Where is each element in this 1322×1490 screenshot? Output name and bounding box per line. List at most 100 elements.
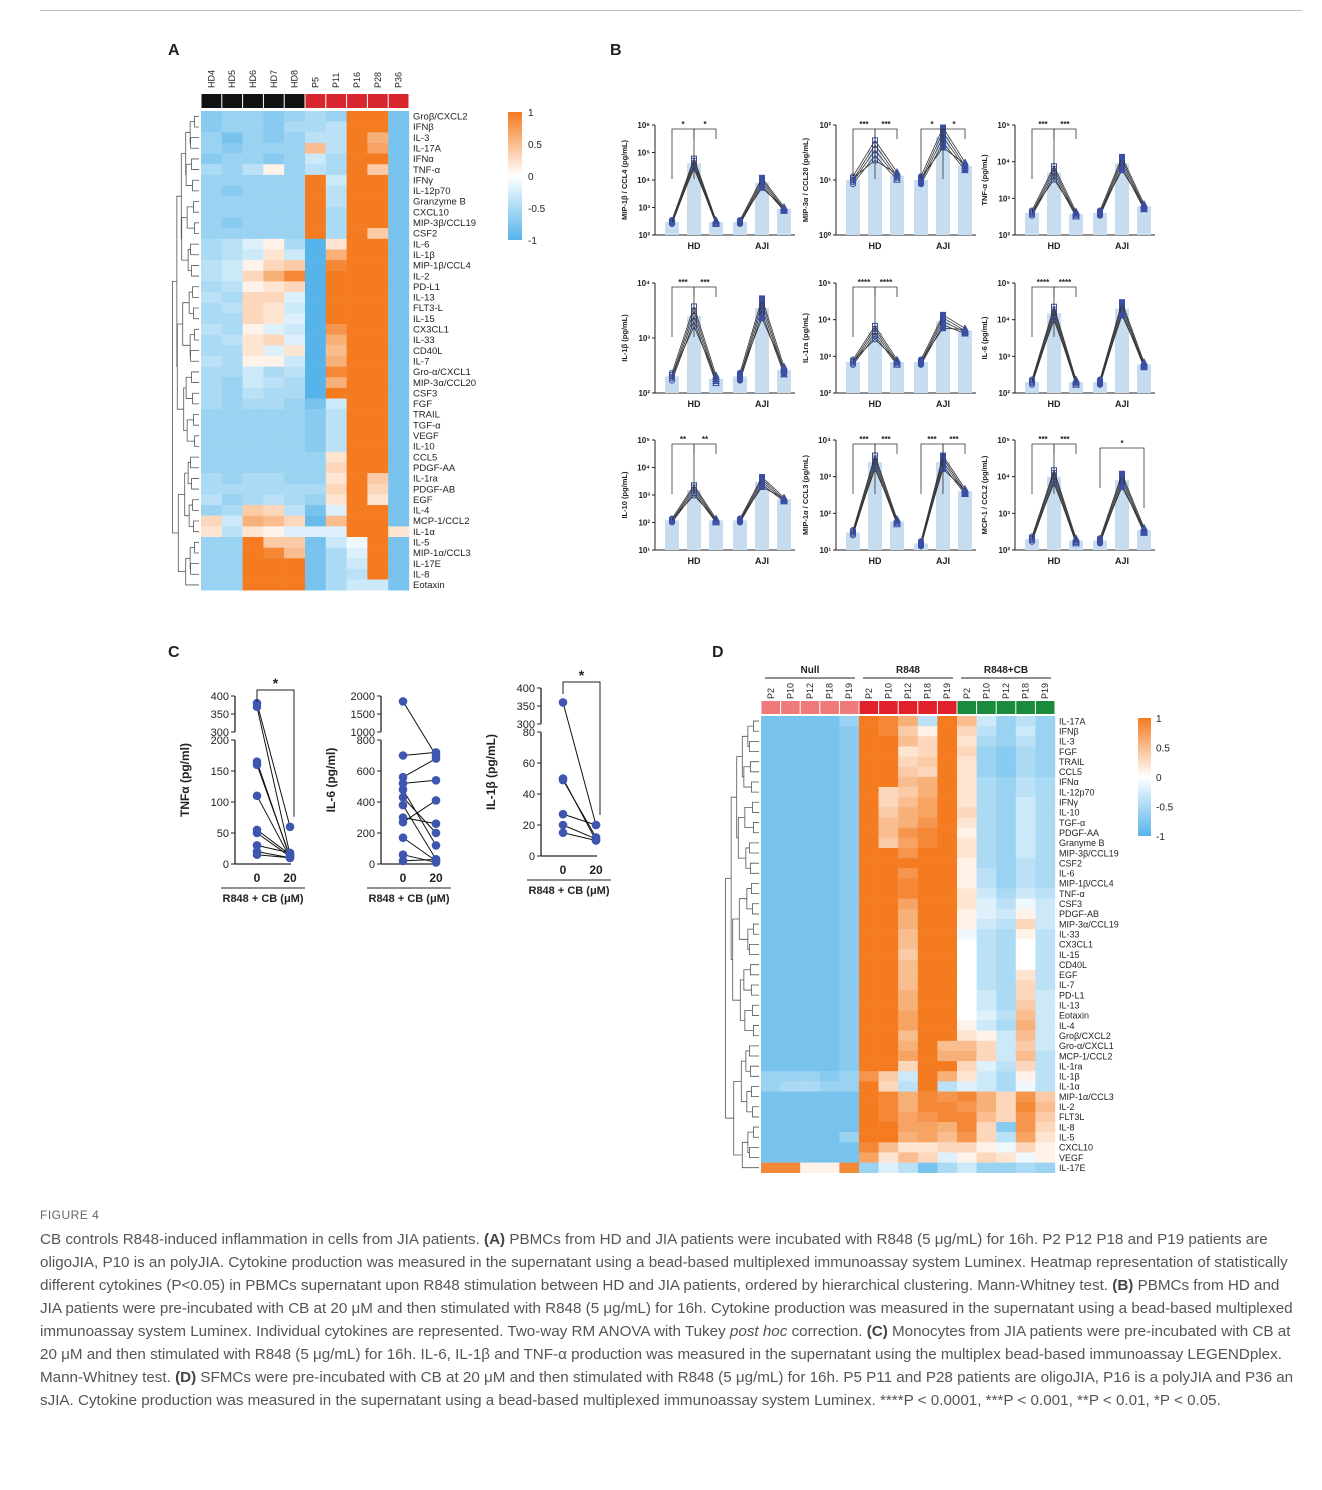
heatmap-a-cell xyxy=(388,355,410,367)
dendrogram-a-branch xyxy=(183,387,188,431)
heatmap-a-row-label: Eotaxin xyxy=(413,580,445,591)
heatmap-a-cell xyxy=(325,196,347,208)
heatmap-d-cell xyxy=(878,1030,899,1041)
plot-c-pair-line xyxy=(402,837,437,862)
plot-b-x-tick-label: AJI xyxy=(755,399,769,409)
heatmap-d-cell xyxy=(1035,939,1056,950)
heatmap-d-cell xyxy=(917,827,938,838)
plot-b-bar xyxy=(846,532,860,550)
dendrogram-a-branch xyxy=(186,419,195,442)
heatmap-d-cell xyxy=(839,736,860,747)
plot-c-pair-line xyxy=(256,703,291,827)
heatmap-a-cell xyxy=(242,121,264,133)
heatmap-a-cell xyxy=(242,270,264,282)
plot-b-bar xyxy=(1069,540,1083,550)
heatmap-d-cell xyxy=(819,837,840,849)
heatmap-d-cell xyxy=(917,736,938,747)
heatmap-d-legend-tick: -0.5 xyxy=(1156,803,1174,814)
heatmap-d-cell xyxy=(996,868,1016,879)
heatmap-a-cell xyxy=(367,270,389,282)
heatmap-d-cell xyxy=(996,1010,1016,1021)
heatmap-d-cell xyxy=(780,908,801,920)
plot-c-pair-line xyxy=(256,829,291,856)
plot-c-y-label: IL-1β (pg/mL) xyxy=(484,734,498,810)
heatmap-a-cell xyxy=(263,228,285,239)
plot-b-bar xyxy=(1137,530,1151,550)
heatmap-a-group-cell xyxy=(222,94,243,108)
heatmap-d-cell xyxy=(917,858,938,869)
plot-b-bar xyxy=(868,462,882,550)
heatmap-a-cell xyxy=(305,228,326,239)
heatmap-d-cell xyxy=(937,827,958,838)
heatmap-a-cell xyxy=(346,419,368,431)
heatmap-a-cell xyxy=(263,537,285,548)
heatmap-d-cell xyxy=(859,1040,879,1052)
plot-b-point xyxy=(1096,376,1104,383)
plot-b-y-tick-label: 10⁴ xyxy=(997,158,1010,167)
heatmap-d-cell xyxy=(780,1091,801,1102)
heatmap-a-cell xyxy=(201,174,222,186)
heatmap-d-cell xyxy=(996,1081,1016,1092)
plot-b-bar xyxy=(709,221,723,235)
plot-b-y-tick-label: 10³ xyxy=(638,334,650,343)
heatmap-d-cell xyxy=(800,1111,820,1123)
heatmap-a-row-label: IFNγ xyxy=(413,175,433,186)
heatmap-d-cell xyxy=(800,837,820,849)
plot-b-x-tick-label: HD xyxy=(1048,399,1061,409)
heatmap-d-cell xyxy=(976,1061,997,1072)
heatmap-a-cell xyxy=(201,217,222,229)
heatmap-a-cell xyxy=(305,249,326,261)
plot-b-point xyxy=(1072,375,1080,383)
heatmap-a-cell xyxy=(346,547,368,559)
heatmap-d-cell xyxy=(996,908,1016,920)
heatmap-d-cell xyxy=(800,1132,820,1143)
heatmap-d-cell xyxy=(839,1142,860,1153)
plot-c-y-tick-label: 0 xyxy=(369,859,375,871)
heatmap-a-cell xyxy=(325,111,347,122)
heatmap-d-cell xyxy=(1035,908,1056,920)
heatmap-a-cell xyxy=(367,387,389,399)
heatmap-a-cell xyxy=(221,334,243,346)
heatmap-d-cell xyxy=(996,797,1016,808)
heatmap-d-cell xyxy=(819,888,840,899)
heatmap-a-cell xyxy=(388,260,410,271)
heatmap-d-row-label: IL-13 xyxy=(1059,1001,1080,1011)
dendrogram-d-branch xyxy=(750,761,759,773)
heatmap-a-cell xyxy=(388,153,410,165)
heatmap-d-cell xyxy=(780,1050,801,1062)
heatmap-a-cell xyxy=(367,579,389,591)
heatmap-a-group-cell xyxy=(326,94,347,108)
heatmap-a-cell xyxy=(367,324,389,335)
heatmap-d-cell xyxy=(898,1050,918,1062)
heatmap-a-cell xyxy=(221,206,243,218)
heatmap-a-cell xyxy=(201,302,222,314)
heatmap-a-cell xyxy=(367,441,389,452)
heatmap-d-cell xyxy=(878,949,899,960)
heatmap-d-cell xyxy=(839,949,860,960)
heatmap-a-row-label: CXCL10 xyxy=(413,207,449,218)
heatmap-d-cell xyxy=(839,756,860,767)
plot-b-bar xyxy=(687,163,701,235)
heatmap-a-cell xyxy=(305,196,326,208)
heatmap-a-cell xyxy=(388,228,410,239)
heatmap-a-cell xyxy=(325,568,347,580)
heatmap-d-cell xyxy=(1035,726,1056,737)
heatmap-d-cell xyxy=(1015,939,1036,950)
heatmap-d-cell xyxy=(937,919,958,930)
heatmap-d-cell xyxy=(898,787,918,798)
plot-b-sig-label: **** xyxy=(1059,278,1072,287)
heatmap-d-cell xyxy=(878,898,899,910)
heatmap-d-cell xyxy=(957,726,977,737)
plot-b-x-tick-label: AJI xyxy=(1115,556,1129,566)
heatmap-d-cell xyxy=(1035,949,1056,960)
heatmap-a-cell xyxy=(263,377,285,389)
heatmap-d-cell xyxy=(1015,888,1036,899)
dendrogram-d-branch xyxy=(738,898,748,940)
plot-b-point xyxy=(1119,484,1125,491)
heatmap-d-cell xyxy=(898,1091,918,1102)
plot-c-point xyxy=(398,751,408,760)
figure-label: FIGURE 4 xyxy=(40,1208,100,1222)
heatmap-d-cell xyxy=(859,787,879,798)
heatmap-a-cell xyxy=(201,451,222,463)
heatmap-a-row-label: IL-5 xyxy=(413,538,429,549)
